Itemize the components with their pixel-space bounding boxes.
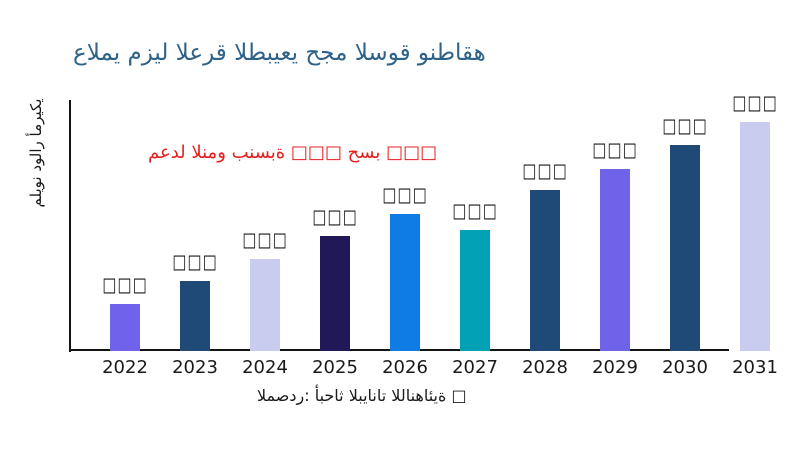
y-axis-line [69, 100, 71, 352]
bar-group: □□□ 2029 [580, 138, 650, 378]
bar [250, 259, 280, 351]
bar-group: □□□ 2025 [300, 205, 370, 378]
bar-group: □□□ 2031 [720, 91, 790, 378]
bar [600, 169, 630, 351]
bar-group: □□□ 2022 [90, 273, 160, 378]
bar-value-label: □□□ [312, 204, 358, 228]
year-label: 2029 [592, 357, 638, 378]
bar-value-label: □□□ [102, 272, 148, 296]
year-label: 2027 [452, 357, 498, 378]
bar [390, 214, 420, 351]
bar [740, 122, 770, 351]
bar-value-label: □□□ [522, 158, 568, 182]
year-label: 2023 [172, 357, 218, 378]
year-label: 2031 [732, 357, 778, 378]
bar-group: □□□ 2027 [440, 199, 510, 378]
chart-title: عالمي مزيل العرق الطبيعي حجم السوق ونطاق… [73, 40, 486, 66]
bar-group: □□□ 2023 [160, 250, 230, 378]
bar-value-label: □□□ [732, 90, 778, 114]
y-axis-label-text: مليون دولار أمريكي [27, 98, 45, 208]
bar [180, 281, 210, 351]
bar [670, 145, 700, 351]
bar [530, 190, 560, 351]
year-label: 2030 [662, 357, 708, 378]
bar-value-label: □□□ [662, 113, 708, 137]
year-label: 2024 [242, 357, 288, 378]
bar-value-label: □□□ [452, 198, 498, 222]
year-label: 2026 [382, 357, 428, 378]
bar-value-label: □□□ [382, 182, 428, 206]
bar [320, 236, 350, 351]
source-note: المصدر: أبحاث البيانات اللانهائية □ [257, 386, 467, 405]
bar-group: □□□ 2030 [650, 114, 720, 378]
growth-rate-annotation: معدل النمو بنسبة □□□ حسب □□□ [148, 142, 438, 163]
bar-group: □□□ 2026 [370, 183, 440, 378]
bar [110, 304, 140, 351]
year-label: 2022 [102, 357, 148, 378]
year-label: 2025 [312, 357, 358, 378]
bar-group: □□□ 2024 [230, 228, 300, 378]
bar [460, 230, 490, 351]
bar-value-label: □□□ [172, 249, 218, 273]
year-label: 2028 [522, 357, 568, 378]
bar-value-label: □□□ [592, 137, 638, 161]
bar-group: □□□ 2028 [510, 159, 580, 378]
bar-value-label: □□□ [242, 227, 288, 251]
